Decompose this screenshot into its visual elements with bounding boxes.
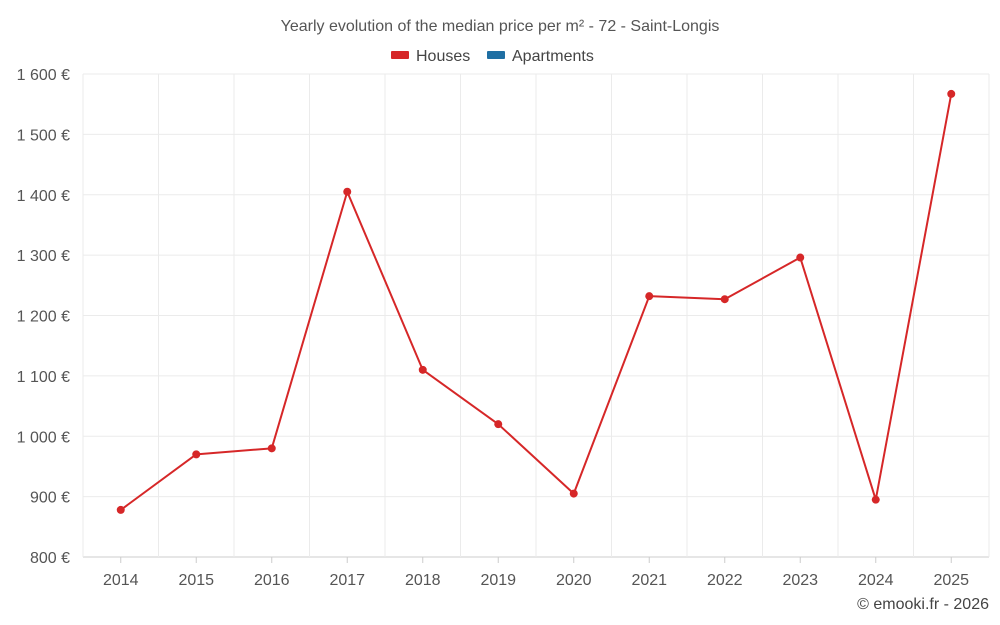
grid — [82, 73, 990, 558]
y-tick-label: 1 000 € — [17, 429, 70, 446]
x-tick-label: 2019 — [480, 572, 516, 589]
x-tick-label: 2024 — [858, 572, 894, 589]
legend-label-apartments: Apartments — [512, 48, 594, 65]
legend-swatch-houses — [391, 51, 409, 59]
y-tick-label: 800 € — [30, 550, 70, 567]
y-tick-label: 1 500 € — [17, 127, 70, 144]
data-point[interactable] — [494, 420, 503, 429]
x-tick-label: 2014 — [103, 572, 139, 589]
data-point[interactable] — [720, 295, 729, 304]
credit-text: © emooki.fr - 2026 — [857, 596, 989, 613]
data-point[interactable] — [569, 489, 578, 498]
data-point[interactable] — [267, 444, 276, 453]
legend: Houses Apartments — [391, 48, 594, 65]
data-point[interactable] — [418, 365, 427, 374]
data-point[interactable] — [947, 89, 956, 98]
x-tick-label: 2015 — [178, 572, 214, 589]
x-tick-label: 2020 — [556, 572, 592, 589]
y-tick-label: 1 300 € — [17, 248, 70, 265]
plot-area — [116, 89, 956, 514]
x-tick-label: 2016 — [254, 572, 290, 589]
chart-title: Yearly evolution of the median price per… — [281, 18, 720, 35]
data-point[interactable] — [871, 495, 880, 504]
data-point[interactable] — [796, 253, 805, 262]
y-tick-label: 900 € — [30, 490, 70, 507]
y-tick-label: 1 100 € — [17, 369, 70, 386]
x-tick-label: 2022 — [707, 572, 743, 589]
x-axis: 2014 2015 2016 2017 2018 2019 2020 2021 2022 2023… — [103, 557, 969, 589]
y-axis: 800 € 900 € 1 000 € 1 100 € 1 200 € 1 300 € 1 … — [17, 67, 70, 567]
series-line-houses — [120, 93, 953, 511]
legend-swatch-apartments — [487, 51, 505, 59]
legend-item-apartments[interactable]: Apartments — [487, 48, 594, 65]
x-tick-label: 2025 — [933, 572, 969, 589]
data-point[interactable] — [645, 292, 654, 301]
data-point[interactable] — [192, 450, 201, 459]
x-tick-label: 2023 — [782, 572, 818, 589]
data-point[interactable] — [116, 505, 125, 514]
y-tick-label: 1 600 € — [17, 67, 70, 84]
legend-item-houses[interactable]: Houses — [391, 48, 470, 65]
data-point[interactable] — [343, 187, 352, 196]
x-tick-label: 2018 — [405, 572, 441, 589]
y-tick-label: 1 400 € — [17, 188, 70, 205]
y-tick-label: 1 200 € — [17, 309, 70, 326]
x-tick-label: 2017 — [329, 572, 365, 589]
legend-label-houses: Houses — [416, 48, 470, 65]
x-tick-label: 2021 — [631, 572, 667, 589]
